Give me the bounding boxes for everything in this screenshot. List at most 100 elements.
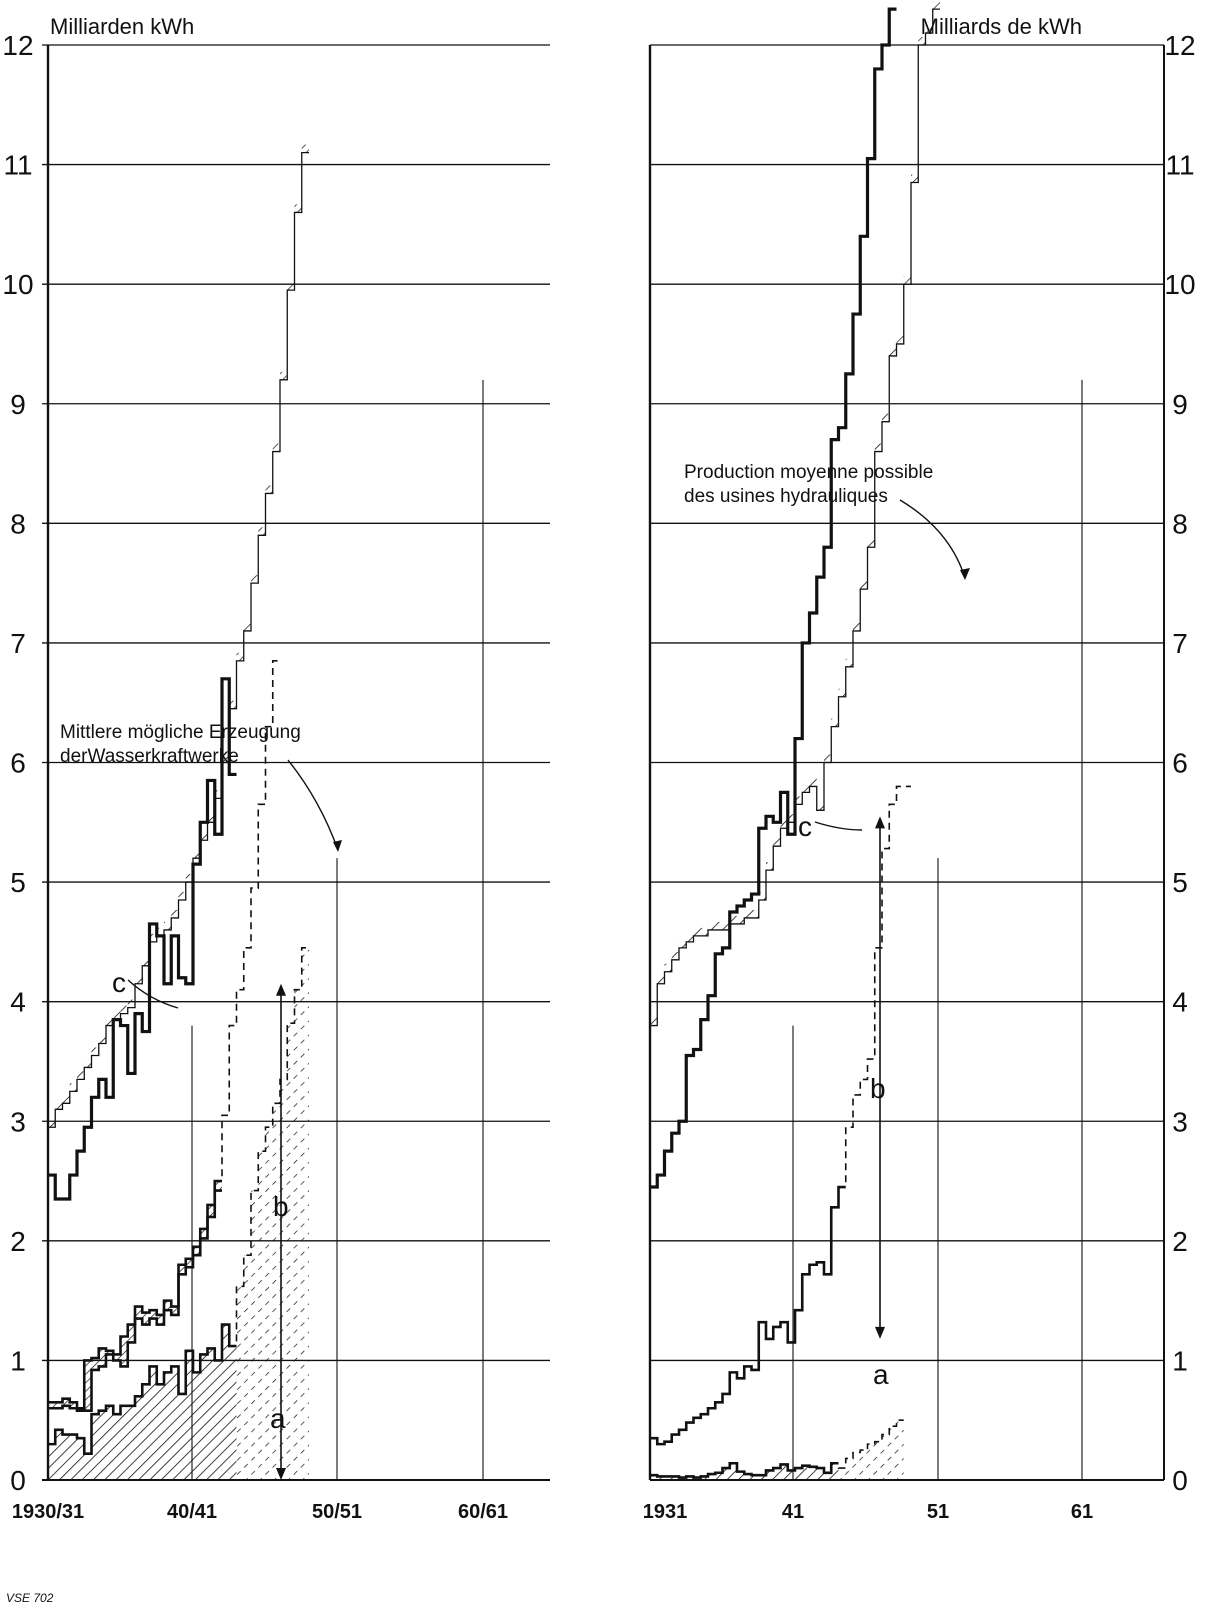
left-arrow-b-head-top	[276, 983, 286, 996]
left-series-a-line	[48, 1323, 237, 1455]
left-mean-possible-band-28	[251, 575, 259, 584]
left-mean-possible-band-17	[171, 909, 179, 918]
left-y-tick-label-4: 4	[10, 987, 26, 1018]
right-mean-possible-band-21	[802, 784, 810, 793]
left-band-upper-middle-11	[127, 1324, 135, 1343]
left-mean-possible-band-22	[207, 814, 215, 823]
left-mean-possible-band-8	[106, 1017, 114, 1026]
left-band-upper-middle-5	[84, 1360, 92, 1412]
right-y-tick-label-2: 2	[1172, 1226, 1188, 1257]
left-y-tick-label-6: 6	[10, 748, 26, 779]
right-annotation-leader-head	[960, 568, 970, 580]
right-area-a-projected	[838, 1420, 904, 1480]
right-mean-possible-band-9	[715, 921, 723, 930]
left-band-upper-middle-14	[149, 1310, 157, 1320]
right-x-tick-label-2: 51	[927, 1501, 949, 1523]
left-mean-possible-band-27	[243, 622, 251, 631]
right-mean-possible-band-1	[657, 975, 665, 984]
left-band-upper-middle-7	[98, 1348, 106, 1367]
right-y-tick-label-6: 6	[1172, 748, 1188, 779]
left-x-tick-label-0: 1930/31	[12, 1501, 84, 1523]
left-mean-possible-band-12	[135, 975, 143, 984]
right-y-tick-label-7: 7	[1172, 628, 1188, 659]
left-mean-possible-band-16	[164, 921, 172, 930]
right-mean-possible-band-11	[729, 915, 737, 924]
right-arrow-b-head-top	[875, 816, 885, 829]
left-y-tick-label-1: 1	[10, 1345, 26, 1376]
left-mean-possible-band-9	[113, 1011, 121, 1020]
left-annotation-leader	[287, 759, 339, 851]
left-annotation-line1: Mittlere mögliche Erzeugung	[60, 722, 301, 743]
left-mean-possible-line	[48, 151, 309, 1128]
left-band-upper-middle-15	[156, 1314, 164, 1326]
left-band-upper-middle-17	[171, 1306, 179, 1316]
left-x-tick-label-1: 40/41	[167, 1501, 217, 1523]
right-mean-possible-band-6	[693, 927, 701, 936]
left-mean-possible-band-11	[127, 999, 135, 1008]
left-band-upper-middle-8	[106, 1350, 114, 1355]
left-series-c-line	[48, 677, 237, 1201]
right-y-tick-label-8: 8	[1172, 508, 1188, 539]
right-mean-possible-band-25	[831, 718, 839, 727]
right-mean-possible-band-30	[867, 539, 875, 548]
left-mean-possible-band-25	[229, 700, 237, 709]
left-band-upper-middle-12	[135, 1306, 143, 1320]
right-mean-possible-band-7	[700, 927, 708, 936]
left-mean-possible-band-6	[91, 1047, 99, 1056]
left-mean-possible-band-18	[178, 892, 186, 901]
left-x-tick-label-3: 60/61	[458, 1501, 508, 1523]
right-mean-possible-band-24	[824, 754, 832, 763]
left-y-tick-label-10: 10	[2, 269, 33, 300]
right-mean-possible-band-13	[744, 909, 752, 918]
right-series-a-projected-line	[831, 1419, 904, 1469]
right-y-axis-unit-label: Milliards de kWh	[921, 14, 1082, 39]
left-band-upper-middle-1	[55, 1402, 63, 1409]
right-mean-possible-band-8	[708, 921, 716, 930]
left-series-upper-projected-line	[214, 660, 280, 1182]
left-mean-possible-band-19	[185, 874, 193, 883]
left-band-upper-middle-9	[113, 1354, 121, 1361]
left-arrow-b-head-bottom	[276, 1468, 286, 1480]
left-c-leader	[127, 979, 179, 1009]
right-mean-possible-band-32	[882, 413, 890, 422]
left-area-a-actual	[48, 1324, 237, 1480]
left-mean-possible-band-3	[69, 1083, 77, 1092]
right-mean-possible-band-22	[809, 778, 817, 787]
left-mean-possible-band-10	[120, 1005, 128, 1014]
left-band-upper-middle-6	[91, 1358, 99, 1371]
left-mean-possible-band-30	[265, 485, 273, 494]
right-y-tick-label-0: 0	[1172, 1465, 1188, 1496]
right-mean-possible-band-3	[671, 951, 679, 960]
right-mean-possible-band-19	[787, 814, 795, 823]
right-y-tick-label-5: 5	[1172, 867, 1188, 898]
left-band-upper-middle-23	[214, 1181, 222, 1192]
left-band-upper-middle-21	[200, 1228, 208, 1239]
left-y-tick-label-3: 3	[10, 1106, 26, 1137]
left-y-tick-label-2: 2	[10, 1226, 26, 1257]
left-area-a-projected	[236, 947, 309, 1480]
left-annotation-leader-head	[333, 840, 342, 852]
right-mean-possible-band-0	[650, 1017, 658, 1026]
right-annotation-line2: des usines hydrauliques	[684, 486, 888, 507]
right-y-tick-label-3: 3	[1172, 1106, 1188, 1137]
right-y-tick-label-11: 11	[1165, 150, 1194, 181]
left-mean-possible-band-13	[142, 957, 150, 966]
right-mean-possible-band-15	[758, 892, 766, 901]
right-y-tick-label-12: 12	[1164, 30, 1195, 61]
left-band-upper-middle-2	[62, 1398, 70, 1407]
left-mean-possible-band-34	[294, 204, 302, 213]
left-y-axis-unit-label: Milliarden kWh	[50, 14, 194, 39]
right-mean-possible-band-16	[766, 862, 774, 871]
right-mean-possible-band-17	[773, 838, 781, 847]
right-c-leader	[814, 821, 863, 831]
right-mean-possible-line	[650, 8, 940, 1027]
right-y-tick-label-10: 10	[1164, 269, 1195, 300]
right-mean-possible-band-38	[925, 25, 933, 34]
right-mean-possible-band-39	[932, 1, 940, 10]
right-mean-possible-band-27	[845, 658, 853, 667]
left-y-tick-label-9: 9	[10, 389, 26, 420]
left-mean-possible-band-20	[193, 850, 201, 859]
right-annotation-line1: Production moyenne possible	[684, 462, 933, 483]
right-series-b-projected-line	[838, 785, 911, 1188]
